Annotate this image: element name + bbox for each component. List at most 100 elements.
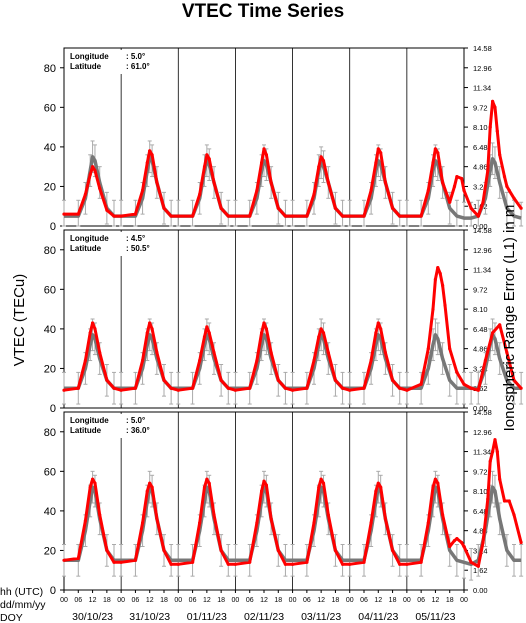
observed-point [91,165,95,169]
observed-point [476,214,480,218]
observed-point [379,151,383,155]
hour-tick-label: 00 [403,597,411,604]
observed-point [341,214,345,218]
chart-title: VTEC Time Series [182,1,344,22]
latitude-label: Latitude [70,62,102,71]
date-label: 03/11/23 [301,611,341,623]
observed-point [255,188,259,192]
observed-point [305,214,309,218]
hour-tick-label: 12 [146,597,154,604]
observed-point [455,175,459,179]
observed-point [481,200,485,204]
observed-point [426,521,430,525]
observed-point [112,560,116,564]
observed-point [505,351,509,355]
observed-point [493,438,497,442]
right-tick-label: 12.96 [473,428,492,437]
hour-tick-label: 12 [89,597,97,604]
observed-point [88,485,92,489]
right-tick-label: 6.48 [473,325,488,334]
observed-point [419,560,423,564]
observed-point [398,386,402,390]
observed-point [83,358,87,363]
latitude-value: : 36.0° [126,426,150,435]
longitude-value: : 4.5° [126,234,145,243]
observed-point [91,477,95,481]
right-tick-label: 4.86 [473,163,488,172]
hour-tick-label: 18 [217,597,225,604]
hour-tick-label: 00 [117,597,125,604]
observed-point [283,386,287,390]
observed-point [169,562,173,566]
observed-point [462,382,466,386]
observed-point [486,497,490,501]
longitude-value: : 5.0° [126,416,145,425]
hour-tick-label: 12 [317,597,325,604]
observed-point [162,206,166,210]
observed-point [391,548,395,553]
observed-point [141,188,145,192]
observed-point [264,327,268,331]
observed-point [436,481,440,485]
observed-point [317,165,321,169]
observed-series [62,266,523,392]
observed-point [333,378,337,382]
observed-point [62,388,66,392]
observed-point [519,206,523,210]
observed-point [362,386,366,390]
left-tick-label: 20 [44,545,56,557]
observed-point [291,214,295,218]
observed-point [488,125,492,129]
observed-point [505,184,509,188]
observed-point [93,327,97,331]
observed-point [507,188,511,192]
observed-point [383,180,387,185]
observed-point [233,214,237,218]
observed-point [219,548,223,553]
observed-point [264,483,268,487]
observed-point [305,386,309,390]
observed-point [169,386,173,390]
observed-point [291,562,295,566]
latitude-label: Latitude [70,426,102,435]
observed-point [379,485,383,489]
left-tick-label: 40 [44,324,56,336]
observed-point [431,161,435,165]
date-label: 04/11/23 [358,611,398,623]
observed-point [150,327,154,331]
observed-point [448,200,452,204]
hour-tick-label: 06 [360,597,368,604]
right-tick-label: 14.58 [473,44,492,53]
observed-point [512,196,516,200]
observed-point [264,153,268,157]
observed-point [317,485,321,489]
latitude-label: Latitude [70,244,102,253]
hour-tick-label: 00 [60,597,68,604]
hour-tick-label: 00 [232,597,240,604]
observed-point [276,378,280,382]
observed-point [462,544,466,549]
observed-point [98,351,102,355]
observed-point [291,388,295,392]
observed-point [212,351,216,355]
right-tick-label: 11.34 [473,84,491,93]
right-tick-label: 11.34 [473,266,491,275]
observed-point [486,169,490,173]
left-tick-label: 0 [50,403,56,415]
location-info-box [66,232,176,256]
observed-point [374,161,378,165]
observed-point [512,378,516,382]
observed-point [226,386,230,390]
observed-point [207,157,211,161]
observed-point [376,481,380,485]
observed-point [207,481,211,485]
observed-point [498,153,502,157]
observed-point [441,180,445,185]
observed-point [438,271,442,276]
longitude-label: Longitude [70,52,109,61]
observed-point [191,386,195,390]
observed-point [460,540,464,545]
right-tick-label: 0.00 [473,222,488,231]
left-tick-label: 20 [44,363,56,375]
observed-point [162,548,166,553]
